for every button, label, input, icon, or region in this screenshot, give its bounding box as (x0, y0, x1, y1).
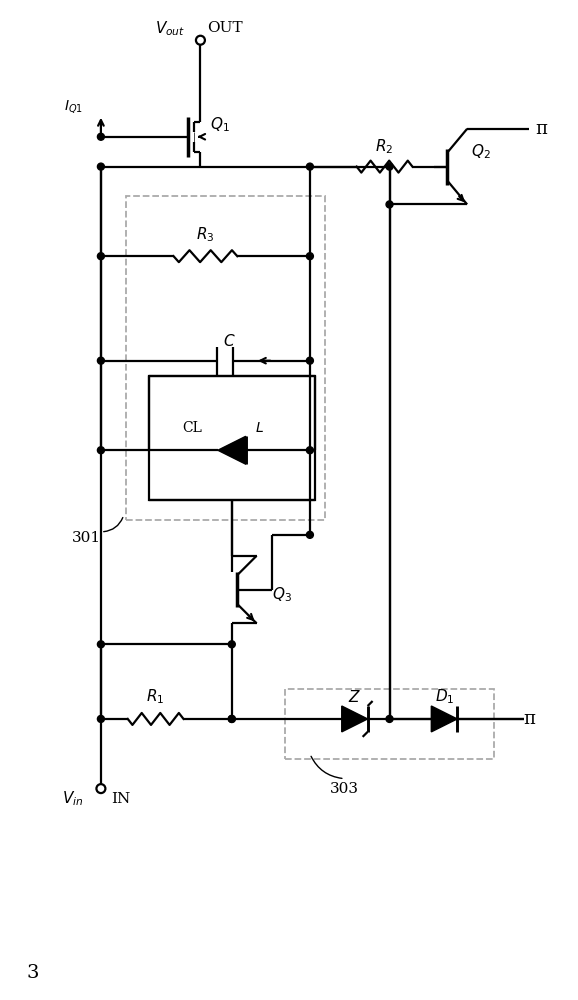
Circle shape (98, 253, 105, 260)
Text: π: π (535, 120, 547, 138)
Circle shape (98, 163, 105, 170)
Text: π: π (523, 710, 535, 728)
Text: $Q_1$: $Q_1$ (210, 115, 230, 134)
Circle shape (98, 641, 105, 648)
Circle shape (196, 36, 205, 45)
Text: IN: IN (111, 792, 131, 806)
Text: $Q_3$: $Q_3$ (272, 585, 291, 604)
Text: $Q_2$: $Q_2$ (471, 142, 491, 161)
Circle shape (306, 531, 313, 538)
Text: CL: CL (182, 421, 202, 435)
Circle shape (306, 253, 313, 260)
Circle shape (306, 357, 313, 364)
Text: 303: 303 (330, 782, 360, 796)
Circle shape (97, 784, 105, 793)
Polygon shape (218, 436, 246, 464)
Text: $D_1$: $D_1$ (435, 688, 454, 706)
Polygon shape (342, 706, 368, 732)
Circle shape (228, 641, 235, 648)
Text: OUT: OUT (208, 21, 243, 35)
Text: 3: 3 (26, 964, 39, 982)
Circle shape (386, 201, 393, 208)
Circle shape (228, 715, 235, 722)
Circle shape (98, 133, 105, 140)
Circle shape (98, 447, 105, 454)
Bar (149, 376, 315, 500)
Text: $Z$: $Z$ (348, 689, 361, 705)
Text: $V_{in}$: $V_{in}$ (62, 789, 84, 808)
Circle shape (386, 163, 393, 170)
Circle shape (228, 715, 235, 722)
Text: $I_{Q1}$: $I_{Q1}$ (64, 98, 83, 115)
Bar (126, 196, 325, 520)
Text: $L$: $L$ (255, 421, 264, 435)
Bar (285, 689, 494, 759)
Text: $R_2$: $R_2$ (375, 137, 394, 156)
Circle shape (98, 357, 105, 364)
Text: $V_{out}$: $V_{out}$ (155, 19, 186, 38)
Text: $C$: $C$ (223, 333, 236, 349)
Text: $R_3$: $R_3$ (196, 225, 214, 244)
Circle shape (306, 447, 313, 454)
Circle shape (306, 163, 313, 170)
Circle shape (386, 715, 393, 722)
Text: 301: 301 (72, 531, 101, 545)
Polygon shape (431, 706, 457, 732)
Text: $R_1$: $R_1$ (146, 688, 165, 706)
Circle shape (98, 715, 105, 722)
